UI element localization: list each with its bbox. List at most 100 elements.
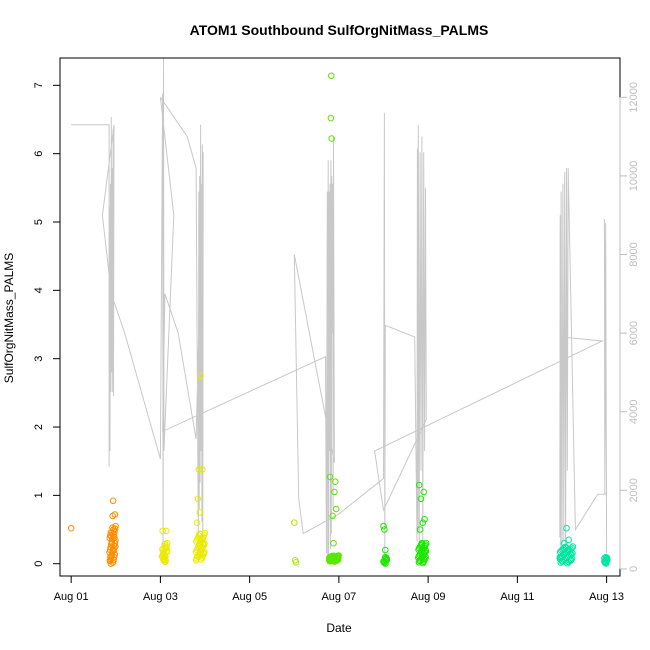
data-point bbox=[327, 114, 335, 122]
data-point bbox=[199, 466, 206, 473]
data-point bbox=[381, 526, 388, 533]
data-point bbox=[162, 553, 169, 561]
data-point bbox=[161, 557, 168, 564]
y2-tick-label: 12000 bbox=[628, 82, 640, 113]
x-tick-label: Aug 13 bbox=[589, 591, 624, 603]
data-point bbox=[192, 557, 200, 564]
data-point bbox=[200, 550, 208, 557]
data-point bbox=[558, 558, 566, 565]
data-point bbox=[420, 488, 428, 496]
data-point bbox=[422, 539, 430, 547]
data-point bbox=[291, 519, 298, 527]
data-point bbox=[422, 546, 429, 554]
data-point bbox=[194, 553, 201, 560]
data-point bbox=[421, 516, 428, 523]
x-axis: Aug 01 Aug 03 Aug 05 Aug 07 Aug 09 Aug 11 Aug … bbox=[54, 575, 624, 603]
y-tick-label: 7 bbox=[33, 82, 45, 88]
secondary-line bbox=[71, 57, 608, 562]
data-point bbox=[416, 526, 424, 533]
data-point bbox=[567, 557, 575, 564]
data-point bbox=[332, 505, 340, 513]
data-point bbox=[159, 527, 166, 535]
data-point bbox=[193, 519, 201, 527]
data-point bbox=[328, 135, 336, 142]
data-point bbox=[162, 527, 170, 535]
data-point bbox=[195, 466, 203, 473]
data-point bbox=[568, 544, 576, 552]
data-point bbox=[558, 553, 566, 561]
data-point bbox=[332, 478, 339, 486]
data-point bbox=[331, 488, 338, 496]
data-point bbox=[107, 553, 114, 561]
y-axis: 0 1 2 3 4 5 6 7 bbox=[33, 82, 61, 567]
plot-frame bbox=[59, 57, 621, 577]
y-tick-label: 0 bbox=[33, 561, 45, 567]
y2-tick-label: 2000 bbox=[628, 478, 640, 502]
data-point bbox=[111, 511, 119, 518]
data-point bbox=[106, 557, 114, 564]
data-point bbox=[199, 539, 207, 547]
scatter-series bbox=[67, 72, 611, 568]
y2-tick-label: 4000 bbox=[628, 399, 640, 423]
data-point bbox=[603, 554, 611, 562]
data-point bbox=[569, 543, 577, 550]
data-point bbox=[67, 524, 75, 532]
secondary-y-axis: 0 2000 4000 6000 8000 10000 12000 bbox=[619, 82, 640, 572]
data-point bbox=[417, 495, 425, 503]
data-point bbox=[415, 481, 423, 489]
data-point bbox=[328, 72, 335, 80]
data-point bbox=[560, 539, 568, 547]
data-point bbox=[601, 554, 608, 562]
data-point bbox=[328, 552, 336, 560]
data-point bbox=[196, 530, 203, 538]
y2-tick-label: 8000 bbox=[628, 242, 640, 266]
y2-tick-label: 0 bbox=[628, 566, 640, 572]
data-point bbox=[418, 539, 426, 547]
data-point bbox=[382, 557, 390, 564]
data-point bbox=[382, 546, 389, 554]
y-axis-label: SulfOrgNitMass_PALMS bbox=[2, 253, 16, 383]
data-point bbox=[419, 519, 427, 527]
data-point bbox=[109, 497, 117, 505]
data-point bbox=[326, 473, 334, 481]
y-tick-label: 2 bbox=[33, 424, 45, 430]
data-point bbox=[197, 372, 204, 380]
data-point bbox=[326, 557, 334, 565]
data-point bbox=[159, 545, 166, 553]
x-tick-label: Aug 09 bbox=[411, 591, 446, 603]
data-point bbox=[603, 558, 610, 565]
data-point bbox=[108, 533, 115, 540]
data-point bbox=[292, 559, 300, 566]
y2-tick-label: 10000 bbox=[628, 161, 640, 192]
y-tick-label: 5 bbox=[33, 219, 45, 225]
data-point bbox=[163, 539, 171, 547]
data-point bbox=[380, 522, 387, 530]
y-tick-label: 4 bbox=[33, 287, 45, 293]
data-point bbox=[194, 495, 202, 503]
chart-title: ATOM1 Southbound SulfOrgNitMass_PALMS bbox=[190, 22, 489, 38]
data-point bbox=[110, 546, 118, 554]
data-point bbox=[564, 546, 572, 554]
y2-tick-label: 6000 bbox=[628, 321, 640, 345]
x-tick-label: Aug 03 bbox=[143, 591, 178, 603]
y-tick-label: 1 bbox=[33, 492, 45, 498]
data-point bbox=[108, 539, 116, 547]
data-point bbox=[196, 509, 203, 516]
data-point bbox=[330, 539, 337, 547]
data-point bbox=[110, 554, 118, 561]
data-point bbox=[111, 534, 118, 542]
data-point bbox=[563, 524, 570, 532]
x-tick-label: Aug 07 bbox=[321, 591, 356, 603]
data-point bbox=[112, 522, 119, 530]
data-point bbox=[566, 550, 574, 558]
x-axis-label: Date bbox=[326, 621, 352, 635]
data-point bbox=[565, 536, 573, 544]
data-point bbox=[107, 560, 115, 568]
x-tick-label: Aug 05 bbox=[232, 591, 267, 603]
y-tick-label: 3 bbox=[33, 356, 45, 362]
secondary-line-series bbox=[71, 57, 608, 562]
data-point bbox=[160, 549, 167, 556]
x-tick-label: Aug 01 bbox=[54, 591, 89, 603]
data-point bbox=[416, 557, 423, 565]
